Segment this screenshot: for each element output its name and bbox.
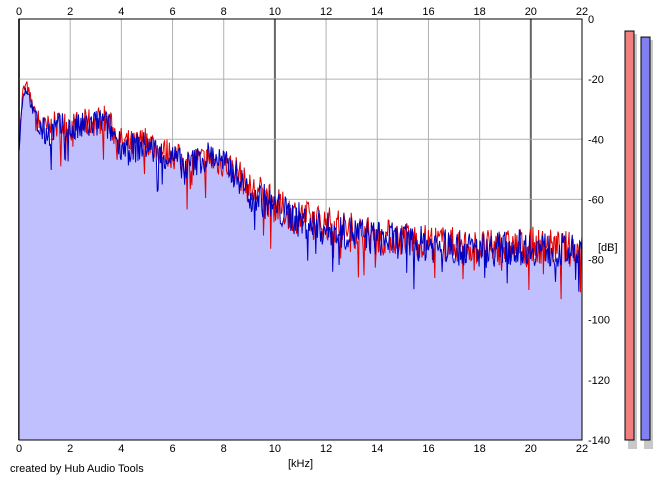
y-tick-labels: 0 -20 -40 -60 -80 -100 -120 -140 bbox=[588, 14, 610, 447]
x-tick-label-bottom: 12 bbox=[320, 443, 332, 455]
x-tick-label-bottom: 2 bbox=[67, 443, 73, 455]
x-tick-labels-bottom: 0 2 4 6 8 10 12 14 16 18 20 22 bbox=[16, 443, 588, 455]
x-tick-label-bottom: 4 bbox=[118, 443, 124, 455]
series-right-line bbox=[18, 87, 583, 292]
x-tick-labels-top: 0 2 4 6 8 10 12 14 16 18 20 22 bbox=[16, 6, 588, 18]
x-tick-label-top: 16 bbox=[422, 6, 434, 18]
x-tick-label-bottom: 8 bbox=[221, 443, 227, 455]
x-tick-label-top: 8 bbox=[221, 6, 227, 18]
y-tick-label: -40 bbox=[588, 134, 604, 146]
level-meters bbox=[624, 30, 653, 450]
x-tick-label-top: 18 bbox=[474, 6, 486, 18]
x-axis-label: [kHz] bbox=[288, 458, 313, 470]
x-tick-label-top: 22 bbox=[576, 6, 588, 18]
x-tick-label-bottom: 16 bbox=[422, 443, 434, 455]
y-tick-label: -80 bbox=[588, 255, 604, 267]
right-level-meter bbox=[640, 36, 651, 441]
x-tick-label-top: 20 bbox=[525, 6, 537, 18]
x-tick-label-top: 2 bbox=[67, 6, 73, 18]
x-tick-label-top: 12 bbox=[320, 6, 332, 18]
x-tick-label-bottom: 18 bbox=[474, 443, 486, 455]
y-axis-label: [dB] bbox=[598, 242, 618, 254]
y-tick-label: 0 bbox=[588, 14, 594, 26]
x-tick-label-top: 0 bbox=[16, 6, 22, 18]
x-tick-label-top: 6 bbox=[169, 6, 175, 18]
y-tick-label: -120 bbox=[588, 375, 610, 387]
y-tick-label: -20 bbox=[588, 74, 604, 86]
plot-frame bbox=[18, 18, 583, 441]
x-tick-label-bottom: 14 bbox=[371, 443, 383, 455]
y-tick-label: -140 bbox=[588, 435, 610, 447]
y-tick-label: -60 bbox=[588, 194, 604, 206]
spectrum-fill bbox=[19, 87, 582, 440]
left-level-meter bbox=[624, 30, 635, 441]
x-tick-label-bottom: 10 bbox=[269, 443, 281, 455]
x-tick-label-bottom: 6 bbox=[169, 443, 175, 455]
x-tick-label-bottom: 22 bbox=[576, 443, 588, 455]
x-tick-label-top: 14 bbox=[371, 6, 383, 18]
x-tick-label-top: 10 bbox=[269, 6, 281, 18]
y-tick-label: -100 bbox=[588, 315, 610, 327]
x-tick-label-bottom: 20 bbox=[525, 443, 537, 455]
x-tick-label-top: 4 bbox=[118, 6, 124, 18]
x-tick-label-bottom: 0 bbox=[16, 443, 22, 455]
credit-text: created by Hub Audio Tools bbox=[10, 463, 144, 475]
